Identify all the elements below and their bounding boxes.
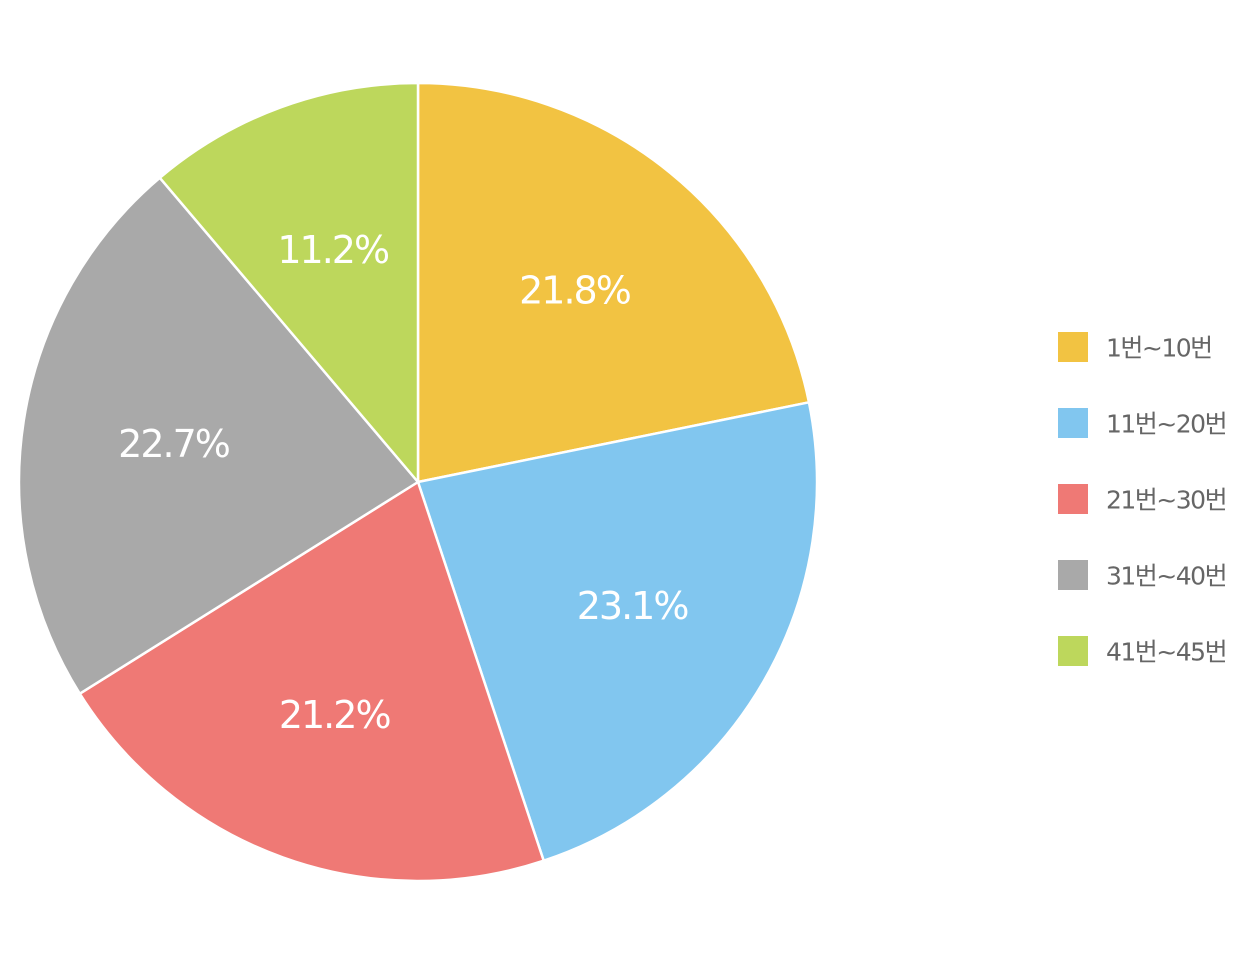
pie-slice-2 bbox=[416, 401, 819, 862]
legend-label-5: 41번~45번 bbox=[1106, 638, 1226, 667]
pie-slice-5 bbox=[158, 81, 420, 484]
pie-slices bbox=[17, 81, 819, 883]
legend-swatch-5 bbox=[1058, 636, 1088, 666]
legend-swatch-3 bbox=[1058, 484, 1088, 514]
legend-swatch-1 bbox=[1058, 332, 1088, 362]
legend-label-3: 21번~30번 bbox=[1106, 486, 1226, 515]
pie-slice-3 bbox=[78, 480, 545, 883]
pie-value-label-5: 11.2% bbox=[277, 228, 389, 272]
legend-label-2: 11번~20번 bbox=[1106, 410, 1226, 439]
pie-slice-4 bbox=[17, 176, 420, 695]
legend-swatch-2 bbox=[1058, 408, 1088, 438]
pie-value-label-4: 22.7% bbox=[118, 422, 230, 466]
legend-swatch-4 bbox=[1058, 560, 1088, 590]
legend: 1번~10번 11번~20번 21번~30번 31번~40번 41번~45번 bbox=[1058, 332, 1228, 667]
pie-value-label-3: 21.2% bbox=[279, 693, 391, 737]
pie-value-labels: 21.8% 23.1% 21.2% 22.7% 11.2% bbox=[118, 228, 690, 737]
pie-slice-1 bbox=[416, 81, 811, 484]
pie-value-label-2: 23.1% bbox=[577, 584, 689, 628]
legend-label-1: 1번~10번 bbox=[1106, 334, 1212, 363]
pie-value-label-1: 21.8% bbox=[519, 268, 631, 312]
legend-label-4: 31번~40번 bbox=[1106, 562, 1226, 591]
